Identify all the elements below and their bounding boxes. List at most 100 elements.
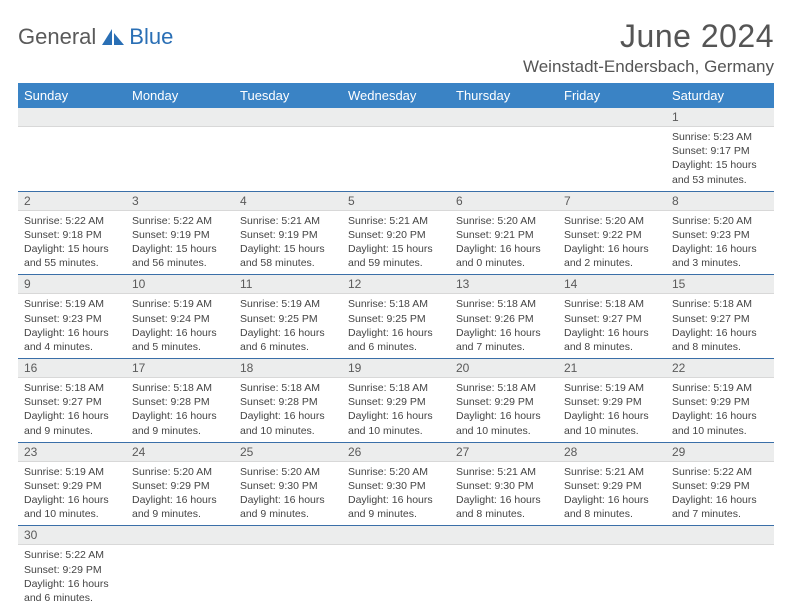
- calendar-cell: 6Sunrise: 5:20 AMSunset: 9:21 PMDaylight…: [450, 191, 558, 275]
- day-details: [558, 127, 666, 134]
- day-number: 17: [126, 359, 234, 378]
- weekday-header: Thursday: [450, 83, 558, 108]
- sunrise-text: Sunrise: 5:22 AM: [672, 465, 768, 479]
- day-number: 16: [18, 359, 126, 378]
- day-details: Sunrise: 5:21 AMSunset: 9:29 PMDaylight:…: [558, 462, 666, 526]
- calendar-cell: [234, 108, 342, 191]
- daylight-text: Daylight: 16 hours and 3 minutes.: [672, 242, 768, 270]
- day-details: Sunrise: 5:19 AMSunset: 9:29 PMDaylight:…: [558, 378, 666, 442]
- calendar-cell: 7Sunrise: 5:20 AMSunset: 9:22 PMDaylight…: [558, 191, 666, 275]
- sunrise-text: Sunrise: 5:18 AM: [564, 297, 660, 311]
- sunset-text: Sunset: 9:27 PM: [564, 312, 660, 326]
- day-number: [558, 526, 666, 545]
- calendar-cell: 2Sunrise: 5:22 AMSunset: 9:18 PMDaylight…: [18, 191, 126, 275]
- sunset-text: Sunset: 9:29 PM: [132, 479, 228, 493]
- daylight-text: Daylight: 16 hours and 9 minutes.: [24, 409, 120, 437]
- calendar-week-row: 23Sunrise: 5:19 AMSunset: 9:29 PMDayligh…: [18, 442, 774, 526]
- sunset-text: Sunset: 9:17 PM: [672, 144, 768, 158]
- day-details: [342, 127, 450, 134]
- day-number: 4: [234, 192, 342, 211]
- calendar-cell: 12Sunrise: 5:18 AMSunset: 9:25 PMDayligh…: [342, 275, 450, 359]
- sunset-text: Sunset: 9:26 PM: [456, 312, 552, 326]
- sunset-text: Sunset: 9:29 PM: [456, 395, 552, 409]
- sunrise-text: Sunrise: 5:18 AM: [240, 381, 336, 395]
- day-number: 12: [342, 275, 450, 294]
- day-number: 28: [558, 443, 666, 462]
- daylight-text: Daylight: 16 hours and 10 minutes.: [456, 409, 552, 437]
- day-number: 18: [234, 359, 342, 378]
- calendar-cell: 21Sunrise: 5:19 AMSunset: 9:29 PMDayligh…: [558, 359, 666, 443]
- day-number: 14: [558, 275, 666, 294]
- sunrise-text: Sunrise: 5:19 AM: [672, 381, 768, 395]
- daylight-text: Daylight: 16 hours and 9 minutes.: [132, 409, 228, 437]
- sunset-text: Sunset: 9:25 PM: [348, 312, 444, 326]
- weekday-header: Wednesday: [342, 83, 450, 108]
- day-details: Sunrise: 5:21 AMSunset: 9:20 PMDaylight:…: [342, 211, 450, 275]
- calendar-cell: 26Sunrise: 5:20 AMSunset: 9:30 PMDayligh…: [342, 442, 450, 526]
- weekday-header: Friday: [558, 83, 666, 108]
- calendar-cell: [666, 526, 774, 609]
- month-title: June 2024: [523, 18, 774, 55]
- sunrise-text: Sunrise: 5:23 AM: [672, 130, 768, 144]
- sunset-text: Sunset: 9:30 PM: [348, 479, 444, 493]
- day-number: [234, 108, 342, 127]
- location-label: Weinstadt-Endersbach, Germany: [523, 57, 774, 77]
- day-details: [234, 127, 342, 134]
- calendar-cell: 20Sunrise: 5:18 AMSunset: 9:29 PMDayligh…: [450, 359, 558, 443]
- daylight-text: Daylight: 16 hours and 6 minutes.: [240, 326, 336, 354]
- day-details: [666, 545, 774, 552]
- daylight-text: Daylight: 16 hours and 8 minutes.: [564, 326, 660, 354]
- sunrise-text: Sunrise: 5:18 AM: [132, 381, 228, 395]
- sunrise-text: Sunrise: 5:20 AM: [348, 465, 444, 479]
- calendar-cell: 25Sunrise: 5:20 AMSunset: 9:30 PMDayligh…: [234, 442, 342, 526]
- daylight-text: Daylight: 15 hours and 58 minutes.: [240, 242, 336, 270]
- brand-logo: General Blue: [18, 18, 173, 50]
- day-number: [450, 108, 558, 127]
- day-details: Sunrise: 5:19 AMSunset: 9:25 PMDaylight:…: [234, 294, 342, 358]
- calendar-cell: [234, 526, 342, 609]
- sunset-text: Sunset: 9:29 PM: [24, 563, 120, 577]
- day-details: Sunrise: 5:22 AMSunset: 9:19 PMDaylight:…: [126, 211, 234, 275]
- day-number: [126, 526, 234, 545]
- sunset-text: Sunset: 9:29 PM: [564, 395, 660, 409]
- sunset-text: Sunset: 9:22 PM: [564, 228, 660, 242]
- day-details: Sunrise: 5:20 AMSunset: 9:30 PMDaylight:…: [342, 462, 450, 526]
- daylight-text: Daylight: 16 hours and 5 minutes.: [132, 326, 228, 354]
- day-details: Sunrise: 5:19 AMSunset: 9:29 PMDaylight:…: [666, 378, 774, 442]
- sunrise-text: Sunrise: 5:18 AM: [24, 381, 120, 395]
- daylight-text: Daylight: 16 hours and 8 minutes.: [564, 493, 660, 521]
- brand-text-general: General: [18, 24, 96, 50]
- day-details: Sunrise: 5:20 AMSunset: 9:30 PMDaylight:…: [234, 462, 342, 526]
- day-number: 8: [666, 192, 774, 211]
- daylight-text: Daylight: 15 hours and 55 minutes.: [24, 242, 120, 270]
- daylight-text: Daylight: 16 hours and 7 minutes.: [672, 493, 768, 521]
- day-details: Sunrise: 5:18 AMSunset: 9:27 PMDaylight:…: [666, 294, 774, 358]
- calendar-cell: 16Sunrise: 5:18 AMSunset: 9:27 PMDayligh…: [18, 359, 126, 443]
- day-details: Sunrise: 5:18 AMSunset: 9:29 PMDaylight:…: [342, 378, 450, 442]
- sunset-text: Sunset: 9:25 PM: [240, 312, 336, 326]
- calendar-cell: 23Sunrise: 5:19 AMSunset: 9:29 PMDayligh…: [18, 442, 126, 526]
- daylight-text: Daylight: 16 hours and 10 minutes.: [564, 409, 660, 437]
- weekday-header: Sunday: [18, 83, 126, 108]
- day-number: [18, 108, 126, 127]
- day-number: 30: [18, 526, 126, 545]
- calendar-cell: 28Sunrise: 5:21 AMSunset: 9:29 PMDayligh…: [558, 442, 666, 526]
- sunrise-text: Sunrise: 5:19 AM: [24, 465, 120, 479]
- day-number: 11: [234, 275, 342, 294]
- sunrise-text: Sunrise: 5:18 AM: [456, 381, 552, 395]
- day-details: [126, 127, 234, 134]
- day-details: Sunrise: 5:19 AMSunset: 9:29 PMDaylight:…: [18, 462, 126, 526]
- day-number: 25: [234, 443, 342, 462]
- day-details: Sunrise: 5:18 AMSunset: 9:28 PMDaylight:…: [234, 378, 342, 442]
- sunrise-text: Sunrise: 5:20 AM: [564, 214, 660, 228]
- sunset-text: Sunset: 9:23 PM: [672, 228, 768, 242]
- sunrise-text: Sunrise: 5:21 AM: [564, 465, 660, 479]
- calendar-cell: 5Sunrise: 5:21 AMSunset: 9:20 PMDaylight…: [342, 191, 450, 275]
- sunset-text: Sunset: 9:24 PM: [132, 312, 228, 326]
- sunset-text: Sunset: 9:29 PM: [672, 395, 768, 409]
- day-number: 27: [450, 443, 558, 462]
- calendar-cell: 29Sunrise: 5:22 AMSunset: 9:29 PMDayligh…: [666, 442, 774, 526]
- calendar-cell: 24Sunrise: 5:20 AMSunset: 9:29 PMDayligh…: [126, 442, 234, 526]
- calendar-cell: [558, 526, 666, 609]
- calendar-cell: [450, 526, 558, 609]
